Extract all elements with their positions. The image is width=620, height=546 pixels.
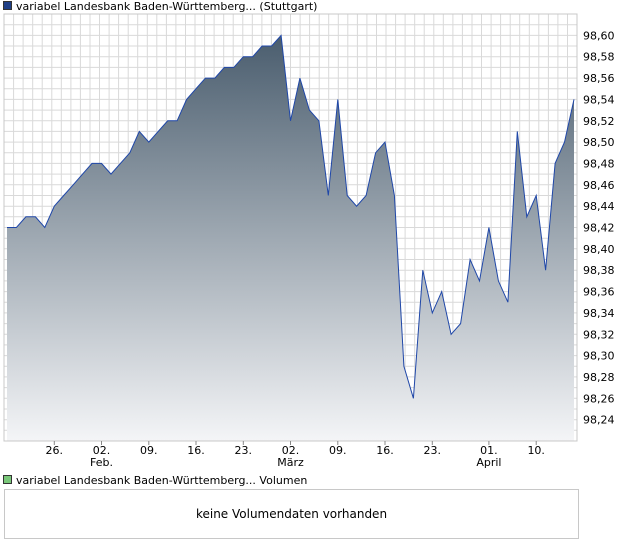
y-tick-label: 98,46: [583, 179, 615, 192]
x-tick-label: 02.: [282, 444, 300, 457]
y-tick-label: 98,26: [583, 392, 615, 405]
y-axis-labels: 98,24 98,26 98,28 98,30 98,32 98,34 98,36 98,38…: [583, 29, 615, 426]
price-legend-swatch: [3, 1, 12, 10]
x-tick-label: 23.: [235, 444, 253, 457]
y-tick-label: 98,34: [583, 307, 615, 320]
y-tick-label: 98,30: [583, 350, 615, 363]
price-area: [7, 35, 574, 442]
x-tick-label: 01.: [480, 444, 498, 457]
volume-legend-swatch: [3, 475, 12, 484]
x-tick-label: 16.: [376, 444, 394, 457]
volume-legend-label: variabel Landesbank Baden-Württemberg...…: [16, 474, 308, 487]
y-tick-label: 98,44: [583, 200, 615, 213]
price-line: [7, 34, 575, 399]
y-tick-label: 98,42: [583, 222, 615, 235]
y-tick-label: 98,54: [583, 93, 615, 106]
y-tick-label: 98,40: [583, 243, 615, 256]
x-tick-label: 09.: [329, 444, 347, 457]
y-tick-label: 98,56: [583, 72, 615, 85]
x-month-label: April: [476, 456, 501, 469]
price-legend-label: variabel Landesbank Baden-Württemberg...…: [16, 0, 318, 13]
y-tick-label: 98,28: [583, 371, 615, 384]
y-tick-label: 98,36: [583, 286, 615, 299]
price-legend: variabel Landesbank Baden-Württemberg...…: [3, 0, 317, 13]
y-tick-label: 98,32: [583, 328, 615, 341]
y-tick-label: 98,58: [583, 51, 615, 64]
y-tick-label: 98,50: [583, 136, 615, 149]
x-tick-label: 02.: [93, 444, 111, 457]
volume-legend: variabel Landesbank Baden-Württemberg...…: [3, 474, 307, 487]
y-tick-label: 98,38: [583, 264, 615, 277]
y-tick-label: 98,48: [583, 157, 615, 170]
volume-empty-message: keine Volumendaten vorhanden: [195, 507, 388, 521]
x-tick-label: 10.: [527, 444, 545, 457]
x-tick-label: 09.: [140, 444, 158, 457]
x-month-label: Feb.: [90, 456, 113, 469]
x-tick-label: 16.: [187, 444, 205, 457]
y-tick-label: 98,52: [583, 115, 615, 128]
y-tick-label: 98,24: [583, 414, 615, 427]
x-month-label: März: [277, 456, 304, 469]
price-chart: 98,24 98,26 98,28 98,30 98,32 98,34 98,36 98,38…: [3, 13, 615, 469]
x-tick-label: 26.: [46, 444, 64, 457]
volume-panel: keine Volumendaten vorhanden: [4, 489, 579, 539]
x-tick-label: 23.: [424, 444, 442, 457]
y-tick-label: 98,60: [583, 29, 615, 42]
